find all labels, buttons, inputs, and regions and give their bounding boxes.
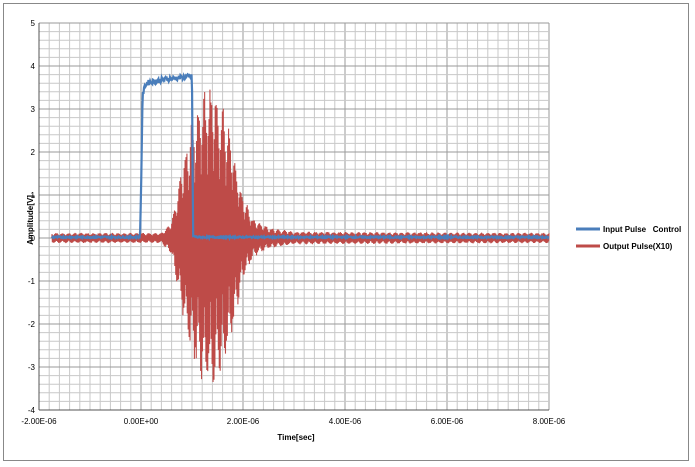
axes	[38, 23, 549, 411]
tick-labels: -2.00E-06 0.00E+00 2.00E-06 4.00E-06 6.00E-0…	[21, 19, 565, 426]
line-chart: -2.00E-06 0.00E+00 2.00E-06 4.00E-06 6.00E-0…	[21, 19, 681, 442]
y-tick-label: 3	[31, 105, 36, 114]
y-tick-label: -3	[28, 363, 36, 372]
gridlines	[38, 22, 550, 411]
x-axis-label: Time[sec]	[277, 433, 315, 442]
y-tick-label: 2	[31, 148, 36, 157]
y-tick-label: 1	[31, 191, 36, 200]
x-tick-label: 2.00E-06	[227, 417, 260, 426]
legend: Input Pulse Control Output Pulse(X10)	[576, 225, 681, 251]
input-pulse-line	[50, 72, 550, 242]
x-tick-label: 8.00E-06	[533, 417, 566, 426]
y-tick-label: 5	[31, 19, 36, 28]
x-tick-label: 4.00E-06	[329, 417, 362, 426]
y-tick-label: 4	[31, 62, 36, 71]
y-axis-label: Amplitude[V]	[26, 195, 35, 245]
legend-label: Input Pulse Control	[603, 225, 681, 234]
y-tick-label: 0	[31, 234, 36, 243]
series-lines	[50, 72, 550, 382]
chart-frame: -2.00E-06 0.00E+00 2.00E-06 4.00E-06 6.00E-0…	[3, 3, 689, 461]
y-tick-label: -4	[28, 406, 36, 415]
x-tick-label: -2.00E-06	[21, 417, 57, 426]
y-tick-label: -1	[28, 277, 36, 286]
y-tick-label: -2	[28, 320, 36, 329]
legend-label: Output Pulse(X10)	[603, 242, 673, 251]
x-tick-label: 0.00E+00	[124, 417, 159, 426]
x-tick-label: 6.00E-06	[431, 417, 464, 426]
